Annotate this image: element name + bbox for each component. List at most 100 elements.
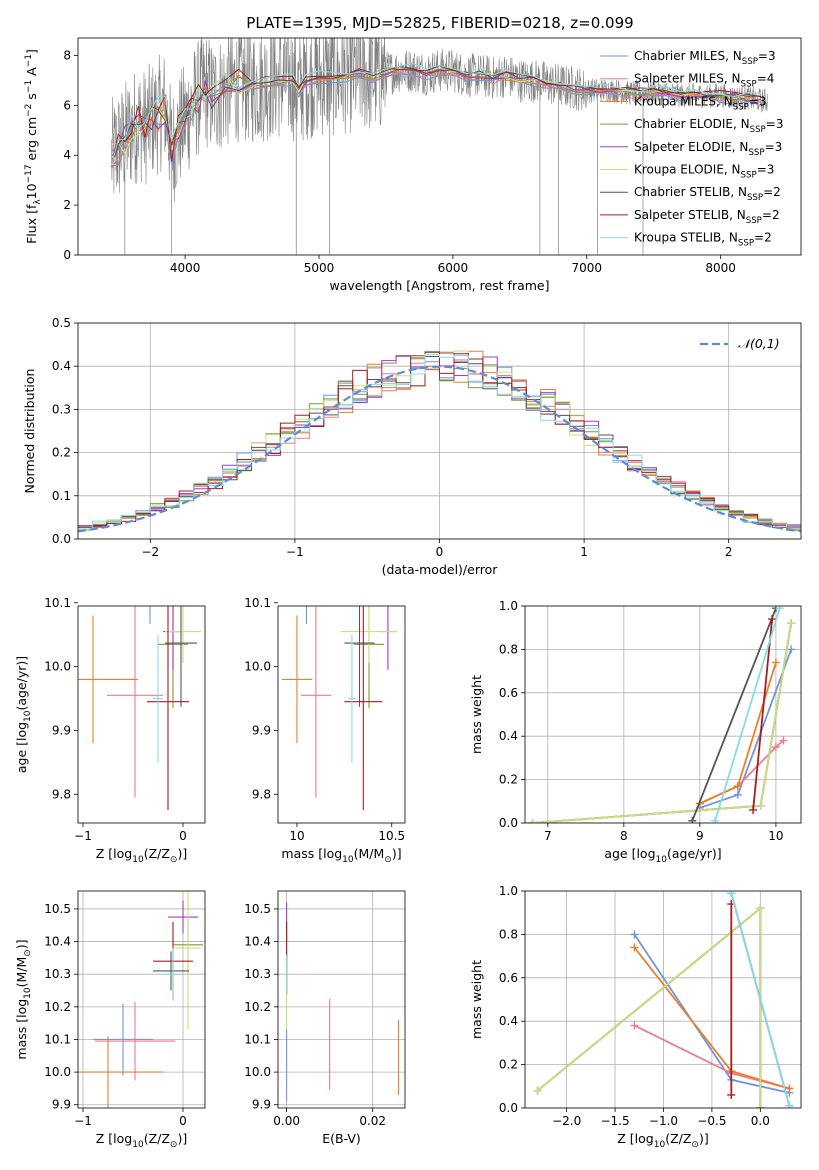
series-line: [532, 623, 792, 823]
x-tick-label: 7000: [572, 261, 603, 275]
series-marker: [727, 891, 736, 898]
series-marker: [775, 606, 784, 613]
series-marker: [533, 1086, 542, 1095]
y-tick-label: 0.4: [499, 729, 518, 743]
y-axis-label: Normed distribution: [22, 369, 37, 494]
panel-age_vs_Z: −1 0 9.8 9.9 10.0 10.1 Z [log10(Z/Z⊙)] age [log…: [14, 596, 206, 865]
plot-area: [281, 606, 398, 811]
y-tick-label: 10.5: [244, 902, 271, 916]
x-tick-label: 0: [179, 829, 187, 843]
x-tick-label: 10: [768, 829, 783, 843]
series-line: [537, 906, 762, 1108]
legend-label: Salpeter MILES, NSSP=4: [634, 72, 774, 90]
y-tick-label: 2: [63, 198, 71, 212]
panel-spectrum: 4000 5000 6000 7000 8000 0 2 4 6 8 wavelength [Ang…: [24, 37, 802, 293]
y-tick-label: 0.0: [52, 532, 71, 546]
series-marker: [688, 816, 697, 823]
y-tick-label: 0.2: [499, 1058, 518, 1072]
y-tick-label: 0.8: [499, 642, 518, 656]
y-tick-label: 9.9: [252, 723, 271, 737]
x-axis-label: E(B-V): [322, 1131, 361, 1146]
y-tick-label: 6: [63, 98, 71, 112]
x-axis-label: (data-model)/error: [382, 562, 499, 577]
y-tick-label: 0.0: [499, 1101, 518, 1115]
series-line: [537, 906, 762, 1108]
x-axis-label: Z [log10(Z/Z⊙)]: [96, 846, 187, 865]
series-line: [691, 607, 777, 822]
histogram-step: [78, 353, 801, 531]
plot-area: [525, 606, 801, 823]
series-line: [532, 623, 792, 823]
model-line: [111, 73, 761, 167]
x-tick-label: 0: [179, 1114, 187, 1128]
x-tick-label: 10.5: [378, 829, 405, 843]
y-tick-label: 0.6: [499, 686, 518, 700]
series-line: [730, 892, 791, 1107]
y-tick-label: 10.0: [244, 660, 271, 674]
x-axis-label: Z [log10(Z/Z⊙)]: [96, 1131, 187, 1150]
y-tick-label: 0.4: [499, 1014, 518, 1028]
panel-weight_vs_age: 7 8 9 10 0.0 0.2 0.4 0.6 0.8 1.0 age [log10(age/yr…: [469, 599, 802, 865]
y-tick-label: 10.3: [244, 967, 271, 981]
x-tick-label: 0.00: [273, 1114, 300, 1128]
y-tick-label: 0.3: [52, 402, 71, 416]
series-marker: [756, 904, 765, 913]
plot-area: [78, 323, 801, 539]
x-tick-label: 5000: [304, 261, 335, 275]
y-tick-label: 0.4: [52, 359, 71, 373]
x-tick-label: 2: [725, 545, 733, 559]
plot-area: [78, 891, 205, 1108]
series-marker: [749, 805, 758, 814]
x-tick-label: −1: [74, 829, 92, 843]
y-axis-label: mass weight: [469, 960, 484, 1039]
y-tick-label: 0.5: [52, 316, 71, 330]
y-axis-label: mass weight: [469, 675, 484, 754]
series-marker: [756, 1104, 765, 1108]
series-line: [714, 607, 781, 822]
x-tick-label: −2: [141, 545, 159, 559]
series-marker: [630, 1021, 639, 1030]
y-tick-label: 1.0: [499, 884, 518, 898]
y-tick-label: 0.0: [499, 816, 518, 830]
x-tick-label: 8: [620, 829, 628, 843]
panel-mass_vs_Z: −1 0 9.9 10.0 10.1 10.2 10.3 10.4 10.5 Z [log10(Z…: [14, 890, 206, 1150]
panel-age_vs_mass: 10 10.5 9.8 9.9 10.0 10.1 mass [log10(M/M⊙)]: [244, 596, 406, 865]
y-tick-label: 0.1: [52, 489, 71, 503]
plot-area: [111, 38, 768, 255]
series-line: [537, 906, 762, 1108]
y-tick-label: 10.1: [244, 596, 271, 610]
y-tick-label: 9.9: [52, 1098, 71, 1112]
y-tick-label: 9.9: [52, 723, 71, 737]
panel-mass_vs_ebv: 0.00 0.02 9.9 10.0 10.1 10.2 10.3 10.4 10.5 E(B-V…: [244, 890, 406, 1146]
series-marker: [727, 1090, 736, 1099]
series-marker: [756, 801, 765, 810]
y-tick-label: 0.2: [52, 446, 71, 460]
y-tick-label: 10.4: [244, 935, 271, 949]
y-tick-label: 10.0: [44, 660, 71, 674]
x-tick-label: 1: [580, 545, 588, 559]
y-axis-label: mass [log10(M/M⊙)]: [14, 939, 33, 1059]
x-tick-label: 10: [289, 829, 304, 843]
series-line: [752, 618, 773, 811]
legend-label: Kroupa ELODIE, NSSP=3: [634, 163, 774, 181]
y-tick-label: 0: [63, 248, 71, 262]
x-tick-label: −1.5: [600, 1114, 629, 1128]
legend-label: Salpeter ELODIE, NSSP=3: [634, 140, 782, 158]
legend-label: Chabrier STELIB, NSSP=2: [634, 185, 781, 203]
x-axis-label: age [log10(age/yr)]: [604, 846, 721, 865]
x-tick-label: 0.0: [751, 1114, 770, 1128]
x-tick-label: 6000: [438, 261, 469, 275]
model-line: [111, 62, 761, 167]
x-tick-label: −0.5: [697, 1114, 726, 1128]
x-tick-label: 0.02: [359, 1114, 386, 1128]
series-marker: [711, 816, 720, 823]
y-tick-label: 0.8: [499, 927, 518, 941]
panel-weight_vs_Z: −2.0 −1.5 −1.0 −0.5 0.0 0.0 0.2 0.4 0.6 0.8 1.0 Z […: [469, 884, 802, 1150]
y-tick-label: 10.2: [44, 1000, 71, 1014]
x-tick-label: −2.0: [552, 1114, 581, 1128]
y-axis-label: Flux [fλ10−17 erg cm−2 s−1 A−1]: [24, 49, 43, 244]
axes-frame: [77, 322, 802, 540]
x-axis-label: wavelength [Angstrom, rest frame]: [329, 278, 549, 293]
legend-label: 𝒩(0,1): [738, 336, 780, 351]
axes-frame: [77, 37, 802, 256]
